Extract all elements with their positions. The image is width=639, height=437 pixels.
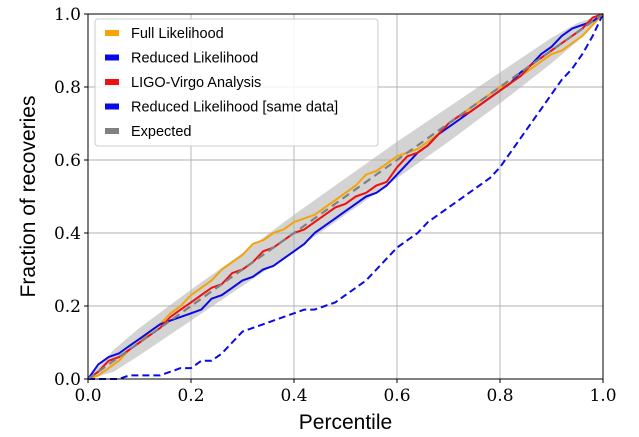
y-tick-label: 0.6 (54, 151, 81, 171)
y-tick-label: 0.4 (54, 224, 81, 244)
legend-label: Reduced Likelihood [same data] (131, 100, 338, 116)
x-tick-label: 1.0 (589, 386, 616, 406)
legend-swatch (105, 128, 119, 134)
legend-swatch (105, 54, 119, 61)
x-tick-label: 0.0 (74, 386, 101, 406)
legend-swatch (105, 103, 119, 110)
series-line-3 (88, 13, 604, 380)
series-line-2 (87, 13, 604, 380)
x-tick-label: 0.8 (486, 386, 513, 406)
legend-swatch (105, 79, 119, 85)
legend-box (94, 18, 379, 147)
y-axis-title: Fraction of recoveries (17, 96, 40, 298)
y-tick-label: 1.0 (54, 5, 81, 25)
legend-label: Full Likelihood (131, 26, 224, 42)
y-tick-label: 0.8 (54, 78, 81, 98)
x-tick-label: 0.4 (280, 386, 307, 406)
y-tick-label: 0.0 (54, 370, 81, 390)
series-layer (87, 13, 604, 380)
x-tick-label: 0.6 (383, 386, 410, 406)
tick-layer: 0.0 0.2 0.4 0.6 0.8 1.0 0.0 0.2 0.4 0.6 0.8 1.0 (54, 5, 617, 406)
series-line-4 (87, 13, 604, 380)
legend-label: Reduced Likelihood (131, 51, 258, 67)
legend-label: LIGO-Virgo Analysis (131, 75, 261, 91)
y-tick-label: 0.2 (54, 297, 81, 317)
legend-label: Expected (131, 124, 191, 140)
x-axis-title: Percentile (299, 411, 392, 434)
x-tick-label: 0.2 (177, 386, 204, 406)
legend: Full Likelihood Reduced Likelihood LIGO-Vi… (94, 18, 379, 147)
legend-swatch (105, 30, 119, 36)
plot-frame (87, 13, 604, 380)
